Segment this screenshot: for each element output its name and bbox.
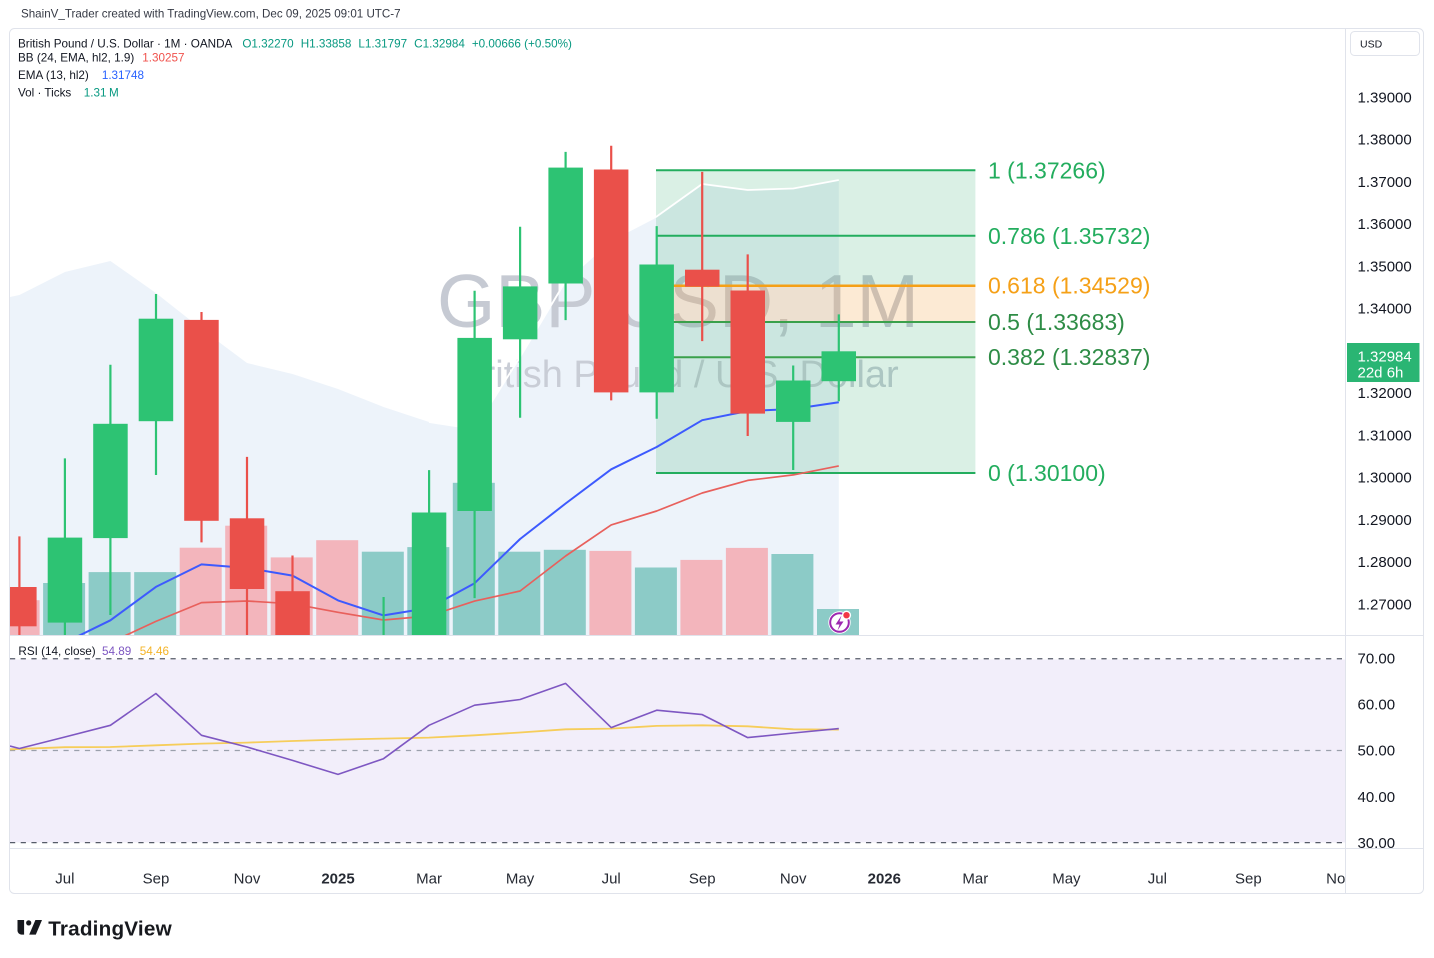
svg-text:Jul: Jul: [1148, 871, 1167, 888]
svg-text:0 (1.30100): 0 (1.30100): [988, 460, 1106, 486]
svg-text:Jul: Jul: [55, 871, 74, 888]
svg-text:1.30000: 1.30000: [1358, 470, 1412, 487]
svg-text:1.39000: 1.39000: [1358, 89, 1412, 106]
svg-text:Sep: Sep: [689, 871, 716, 888]
svg-text:0.382 (1.32837): 0.382 (1.32837): [988, 344, 1150, 370]
svg-text:Jul: Jul: [602, 871, 621, 888]
svg-text:1.38000: 1.38000: [1358, 132, 1412, 149]
svg-text:1.34000: 1.34000: [1358, 301, 1412, 318]
svg-text:0.618 (1.34529): 0.618 (1.34529): [988, 273, 1150, 299]
svg-text:50.00: 50.00: [1358, 743, 1396, 760]
svg-text:1 (1.37266): 1 (1.37266): [988, 157, 1106, 183]
svg-text:1.31000: 1.31000: [1358, 427, 1412, 444]
svg-text:Nov: Nov: [1326, 871, 1353, 888]
svg-text:Nov: Nov: [780, 871, 807, 888]
svg-text:60.00: 60.00: [1358, 697, 1396, 714]
svg-text:EMA (13, hl2)1.31748: EMA (13, hl2) 1.31748: [18, 69, 144, 82]
svg-text:22d 6h: 22d 6h: [1358, 365, 1404, 382]
svg-text:70.00: 70.00: [1358, 651, 1396, 668]
svg-text:1.35000: 1.35000: [1358, 258, 1412, 275]
svg-text:1.28000: 1.28000: [1358, 554, 1412, 571]
svg-text:USD: USD: [1360, 39, 1383, 51]
svg-text:1.32000: 1.32000: [1358, 385, 1412, 402]
svg-text:2026: 2026: [868, 871, 901, 888]
svg-text:1.36000: 1.36000: [1358, 216, 1412, 233]
svg-text:0.786 (1.35732): 0.786 (1.35732): [988, 223, 1150, 249]
svg-text:1.37000: 1.37000: [1358, 174, 1412, 191]
svg-text:1.29000: 1.29000: [1358, 512, 1412, 529]
svg-text:May: May: [1052, 871, 1081, 888]
svg-text:Mar: Mar: [962, 871, 988, 888]
svg-text:ShainV_Trader created with Tra: ShainV_Trader created with TradingView.c…: [21, 8, 401, 21]
svg-text:Nov: Nov: [234, 871, 261, 888]
svg-text:TradingView: TradingView: [48, 917, 172, 940]
svg-text:30.00: 30.00: [1358, 835, 1396, 852]
svg-text:Sep: Sep: [143, 871, 170, 888]
svg-text:0.5 (1.33683): 0.5 (1.33683): [988, 309, 1125, 335]
svg-text:Sep: Sep: [1235, 871, 1262, 888]
svg-text:40.00: 40.00: [1358, 789, 1396, 806]
svg-text:1.32984: 1.32984: [1358, 349, 1412, 366]
svg-text:Mar: Mar: [416, 871, 442, 888]
svg-text:May: May: [506, 871, 535, 888]
svg-text:2025: 2025: [321, 871, 354, 888]
svg-text:BB (24, EMA, hl2, 1.9)1.30257: BB (24, EMA, hl2, 1.9) 1.30257: [18, 52, 185, 65]
svg-text:1.27000: 1.27000: [1358, 596, 1412, 613]
